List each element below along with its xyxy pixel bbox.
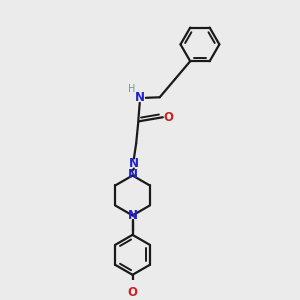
Text: H: H <box>128 84 135 94</box>
Text: N: N <box>128 168 137 182</box>
Text: N: N <box>129 157 139 170</box>
Text: N: N <box>128 209 137 223</box>
Text: O: O <box>164 111 174 124</box>
Text: N: N <box>135 91 145 104</box>
Text: O: O <box>128 286 137 299</box>
